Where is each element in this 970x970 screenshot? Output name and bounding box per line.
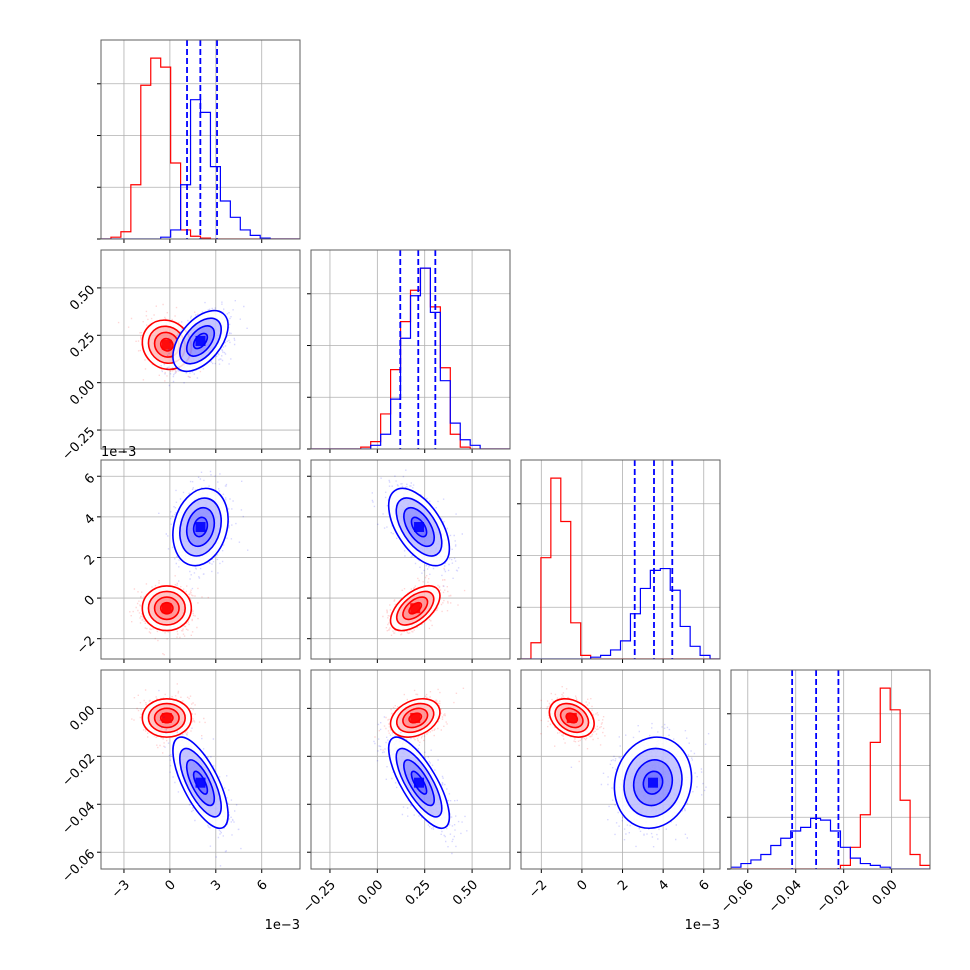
x-offset-label: 1e−3 bbox=[685, 918, 720, 933]
histogram-series-0 bbox=[311, 267, 510, 449]
panel-frame bbox=[520, 669, 721, 870]
panel-2-1 bbox=[307, 459, 511, 663]
panel-2-0: −2 0 2 4 61e−3 bbox=[74, 445, 301, 663]
x-tick-label-4: 6 bbox=[696, 877, 712, 893]
panel-2-1-content bbox=[311, 460, 510, 659]
scatter-points-series-1 bbox=[158, 470, 249, 590]
x-tick-label-3: 0.50 bbox=[450, 877, 481, 908]
x-tick-label-3: 6 bbox=[254, 877, 270, 893]
y-tick-label-0: −0.25 bbox=[60, 425, 99, 464]
panel-3-3-content bbox=[731, 670, 930, 869]
density-peak-series-0 bbox=[161, 603, 172, 614]
x-offset-label: 1e−3 bbox=[265, 918, 300, 933]
panel-2-2-content bbox=[521, 460, 720, 659]
x-tick-label-1: 0 bbox=[162, 877, 178, 893]
panel-frame bbox=[310, 459, 511, 660]
y-tick-label-2: −0.02 bbox=[60, 751, 99, 790]
x-tick-label-2: −0.02 bbox=[814, 877, 853, 916]
density-peak-series-1 bbox=[414, 777, 425, 788]
panel-0-0-content bbox=[101, 40, 300, 239]
panel-3-2-content bbox=[521, 670, 720, 869]
density-peak-series-0 bbox=[566, 712, 577, 723]
panel-1-0-content bbox=[101, 250, 300, 449]
x-tick-label-1: 0 bbox=[575, 877, 591, 893]
panel-3-1: −0.25 0.00 0.25 0.50 bbox=[300, 669, 511, 916]
x-tick-label-0: −3 bbox=[109, 877, 133, 901]
panel-frame bbox=[310, 669, 511, 870]
panel-1-1 bbox=[307, 249, 511, 453]
panel-frame bbox=[730, 669, 931, 870]
y-tick-label-1: 0 bbox=[82, 593, 98, 609]
x-tick-label-1: −0.04 bbox=[766, 877, 805, 916]
y-tick-label-3: 0.50 bbox=[67, 283, 98, 314]
y-offset-label: 1e−3 bbox=[101, 445, 136, 460]
x-tick-label-0: −2 bbox=[526, 877, 550, 901]
y-tick-label-3: 4 bbox=[82, 512, 98, 528]
panel-frame bbox=[100, 459, 301, 660]
x-tick-label-0: −0.06 bbox=[718, 877, 757, 916]
panel-3-2: −2 0 2 4 6 1e−3 bbox=[517, 669, 721, 933]
y-tick-label-3: 0.00 bbox=[67, 703, 98, 734]
panel-frame bbox=[100, 39, 301, 240]
histogram-series-0 bbox=[731, 687, 930, 869]
x-tick-label-2: 3 bbox=[208, 877, 224, 893]
panel-3-1-content bbox=[311, 670, 510, 869]
density-peak-series-1 bbox=[195, 335, 206, 346]
density-peak-series-1 bbox=[195, 777, 206, 788]
panel-2-0-content bbox=[101, 460, 300, 659]
density-peak-series-0 bbox=[410, 712, 421, 723]
y-tick-label-2: 2 bbox=[82, 552, 98, 568]
y-tick-label-1: 0.00 bbox=[67, 377, 98, 408]
panel-frame bbox=[100, 669, 301, 870]
x-tick-label-3: 0.00 bbox=[870, 877, 901, 908]
panel-3-0-content bbox=[101, 670, 300, 869]
density-peak-series-0 bbox=[410, 603, 421, 614]
panel-2-2 bbox=[517, 459, 721, 663]
y-tick-label-0: −2 bbox=[74, 633, 98, 657]
x-tick-label-2: 2 bbox=[615, 877, 631, 893]
panel-0-0 bbox=[97, 39, 301, 243]
panel-3-0: −0.06 −0.04 −0.02 0.00 −3 0 3 6 1e−3 bbox=[60, 669, 301, 933]
panel-frame bbox=[310, 249, 511, 450]
panel-1-0: −0.25 0.00 0.25 0.50 bbox=[60, 249, 301, 464]
x-tick-label-3: 4 bbox=[656, 877, 672, 893]
density-peak-series-0 bbox=[161, 339, 172, 350]
panel-3-3: −0.06 −0.04 −0.02 0.00 bbox=[718, 669, 931, 916]
y-tick-label-1: −0.04 bbox=[60, 799, 99, 838]
y-tick-label-0: −0.06 bbox=[60, 847, 99, 886]
histogram-series-1 bbox=[521, 567, 720, 659]
histogram-series-1 bbox=[101, 99, 300, 239]
panel-1-1-content bbox=[311, 250, 510, 449]
histogram-series-1 bbox=[311, 267, 510, 449]
x-tick-label-2: 0.25 bbox=[403, 877, 434, 908]
density-peak-series-1 bbox=[414, 522, 425, 533]
density-peak-series-1 bbox=[195, 522, 206, 533]
density-peak-series-0 bbox=[161, 712, 172, 723]
x-tick-label-0: −0.25 bbox=[300, 877, 339, 916]
x-tick-label-1: 0.00 bbox=[355, 877, 386, 908]
y-tick-label-4: 6 bbox=[82, 471, 98, 487]
density-peak-series-1 bbox=[647, 777, 658, 788]
y-tick-label-2: 0.25 bbox=[67, 330, 98, 361]
panel-frame bbox=[100, 249, 301, 450]
panel-frame bbox=[520, 459, 721, 660]
histogram-series-1 bbox=[731, 817, 930, 869]
